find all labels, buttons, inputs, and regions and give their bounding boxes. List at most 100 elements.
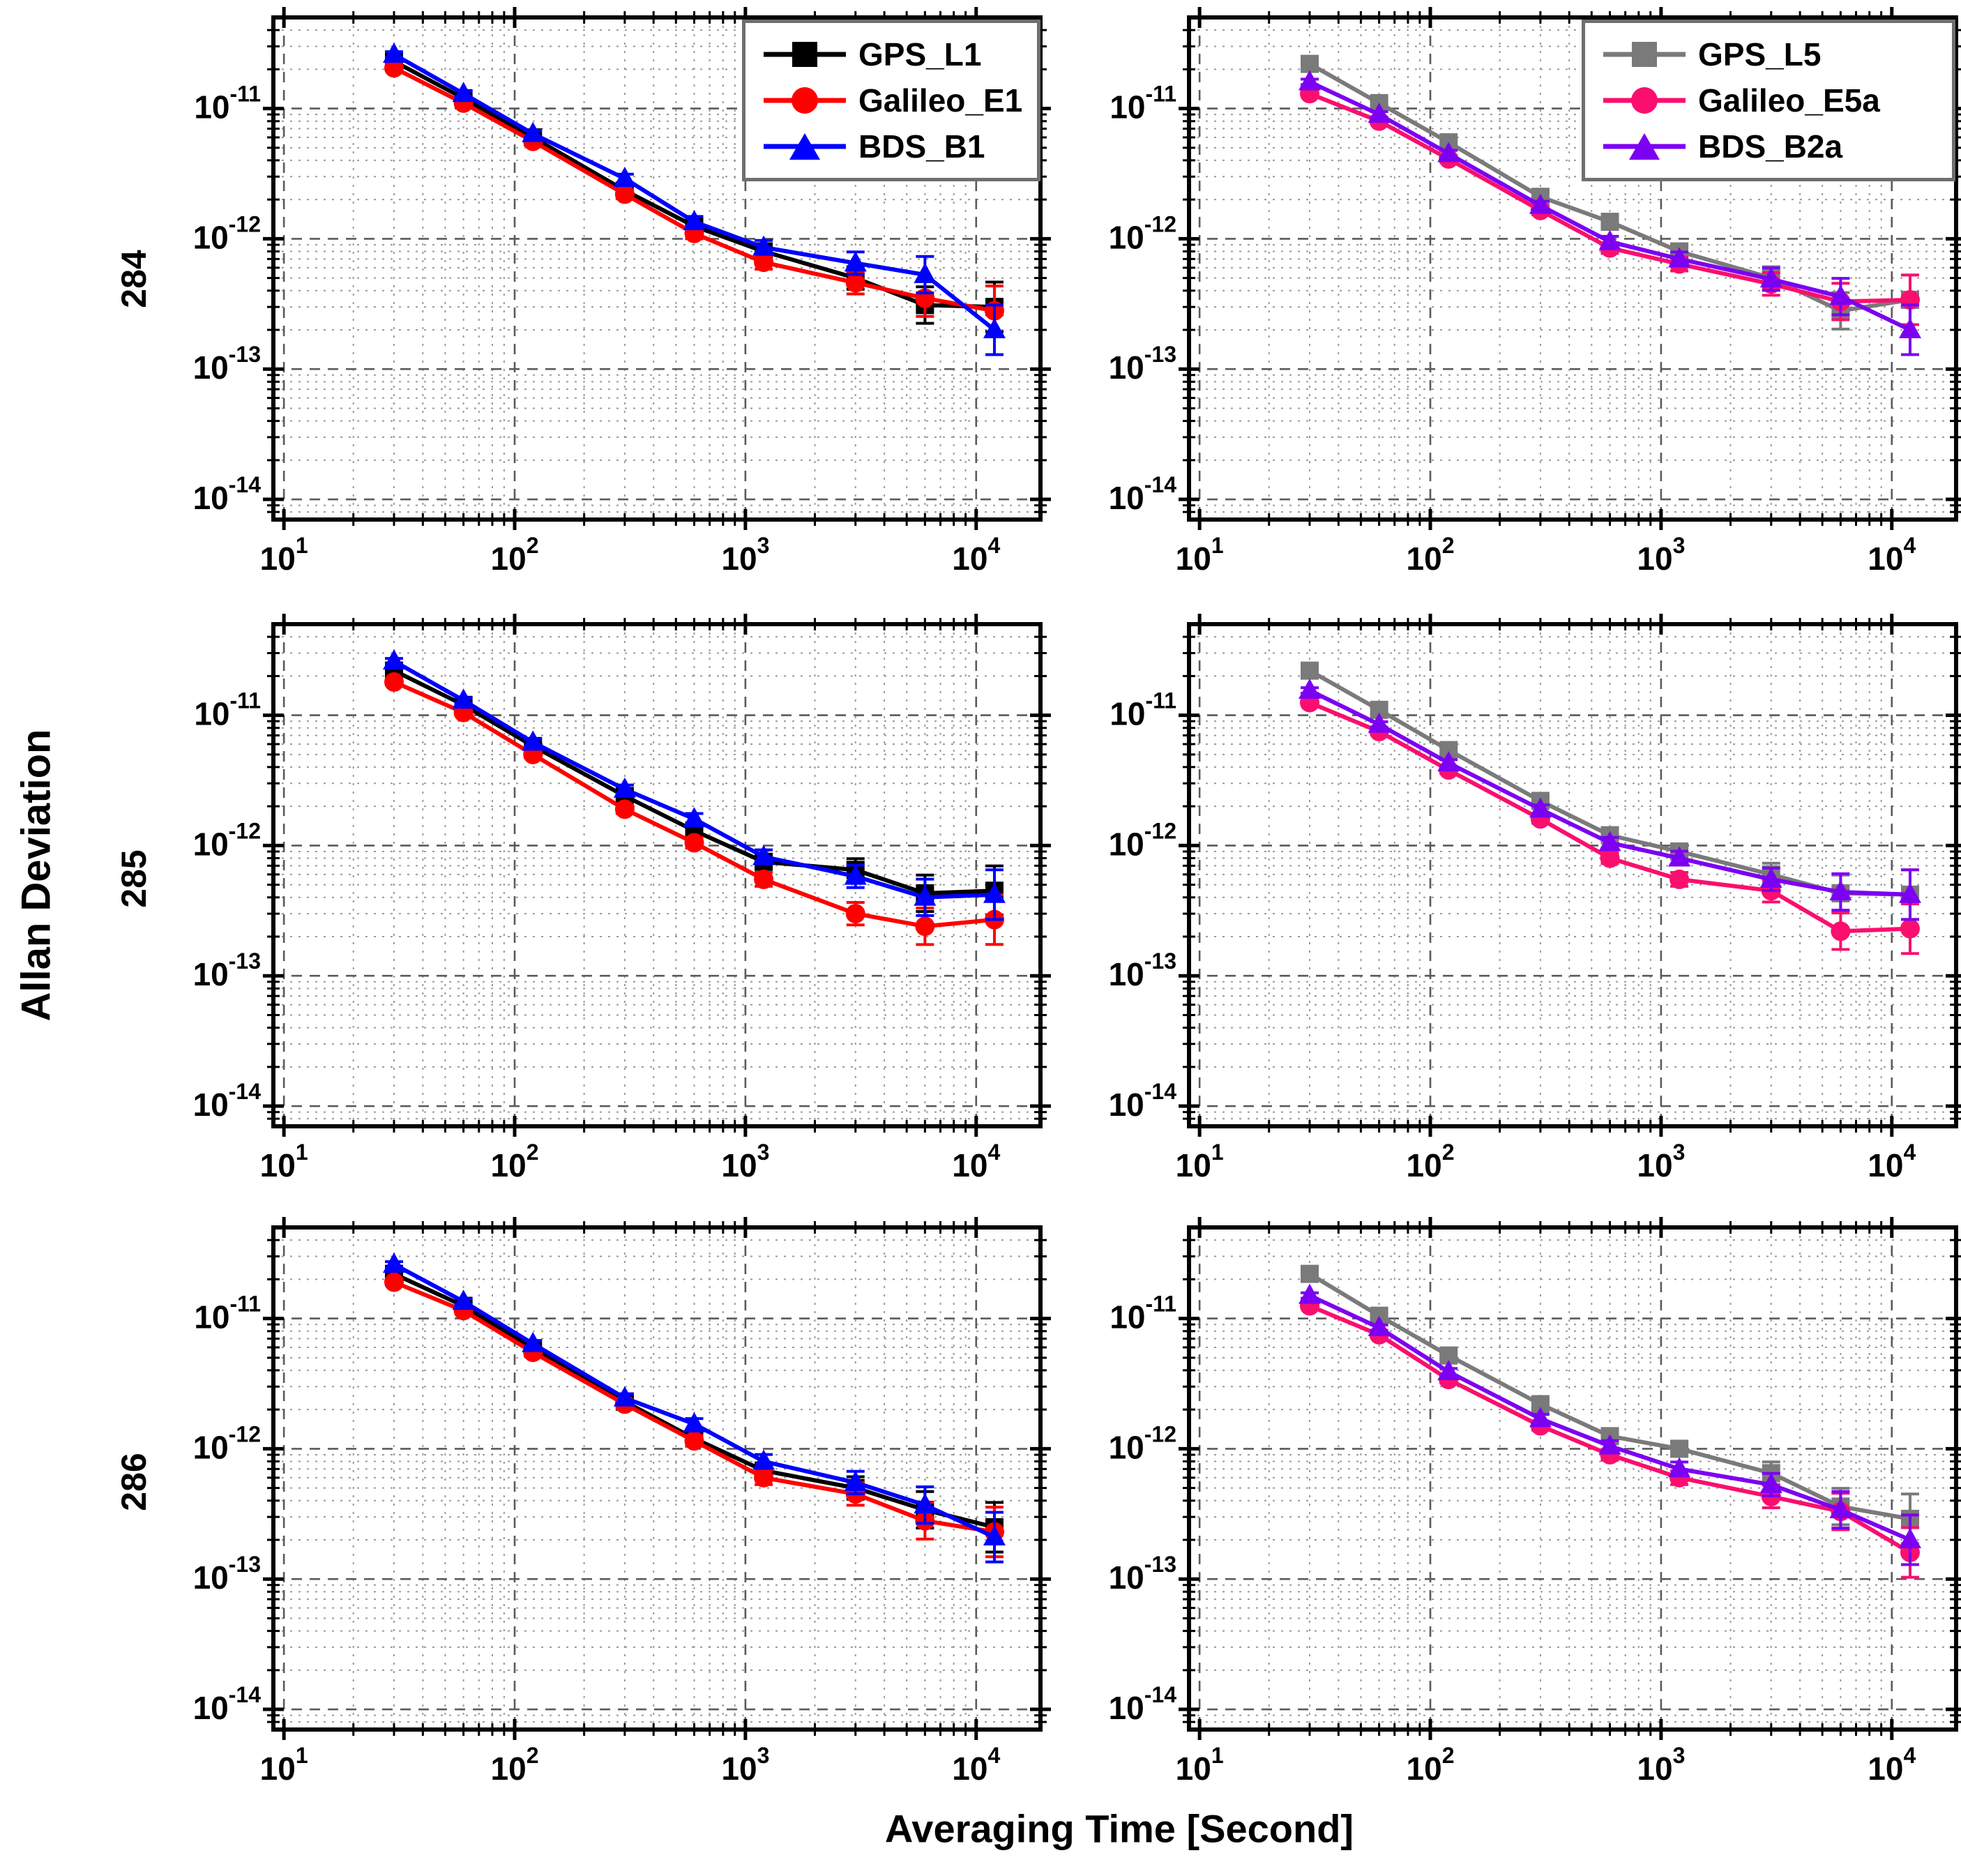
svg-text:103: 103 [1637,1743,1685,1787]
gps-l5-marker-icon [1603,35,1686,74]
series-BDS_B2a [1298,679,1921,921]
svg-text:102: 102 [491,533,539,577]
galileo-e5a-marker-icon [1603,81,1686,120]
legend-item-bds-b1: BDS_B1 [764,123,1024,169]
svg-text:10-13: 10-13 [193,948,261,992]
svg-text:103: 103 [721,1140,769,1183]
marker-circle [1900,918,1920,939]
marker-circle [754,869,774,889]
svg-text:101: 101 [1176,1743,1224,1787]
marker-triangle [383,43,406,63]
marker-triangle [914,885,937,906]
tick-labels: 101 102 103 104 10-14 10-13 10-12 10-11 [193,1292,1001,1787]
row-label-284: 284 [114,250,153,308]
marker-circle [1669,869,1690,889]
svg-text:10-11: 10-11 [1110,1292,1176,1336]
marker-triangle [983,317,1006,338]
ticks [263,1217,1051,1740]
svg-text:10-13: 10-13 [1109,948,1176,992]
legend-label: Galileo_E5a [1698,82,1880,119]
legend-right-column: GPS_L5 Galileo_E5a BDS_B2a [1582,20,1955,181]
marker-triangle [1668,1457,1691,1478]
marker-circle [754,1467,774,1488]
tick-labels: 101 102 103 104 10-14 10-13 10-12 10-11 [1109,688,1916,1183]
row-label-285: 285 [114,849,153,908]
marker-square [1600,213,1619,232]
marker-triangle [1298,70,1322,91]
svg-text:10-12: 10-12 [1109,211,1176,255]
marker-triangle [1298,1283,1322,1304]
grid [273,624,1040,1126]
ticks [263,614,1051,1137]
tick-labels: 101 102 103 104 10-14 10-13 10-12 10-11 [193,82,1001,577]
y-axis-title: Allan Deviation [13,729,59,1022]
legend-item-gps-l5: GPS_L5 [1603,31,1939,77]
svg-text:101: 101 [260,1743,308,1787]
svg-text:104: 104 [952,1140,1000,1183]
legend-label: GPS_L1 [858,36,982,73]
svg-text:10-11: 10-11 [1110,82,1176,126]
svg-text:102: 102 [491,1140,539,1183]
marker-circle [845,273,865,293]
gps-l1-marker-icon [764,35,846,74]
marker-square [1301,54,1319,73]
svg-text:10-12: 10-12 [193,818,261,862]
plot-286-left: 101 102 103 104 10-14 10-13 10-12 10-11 [193,1217,1051,1787]
svg-text:10-11: 10-11 [194,82,261,126]
tick-labels: 101 102 103 104 10-14 10-13 10-12 10-11 [1109,1292,1916,1787]
marker-triangle [683,210,706,231]
marker-triangle [1898,882,1921,903]
ticks [1179,614,1961,1137]
marker-triangle [383,649,406,670]
ticks [263,7,1051,530]
marker-triangle [1668,247,1691,268]
svg-text:101: 101 [1176,1140,1224,1183]
marker-triangle [522,121,545,142]
marker-triangle [844,1470,867,1491]
marker-triangle [1598,229,1621,250]
svg-text:10-13: 10-13 [193,1552,261,1596]
marker-circle [845,904,865,924]
marker-triangle [452,1289,475,1310]
svg-text:101: 101 [1176,533,1224,577]
svg-text:104: 104 [952,1743,1000,1787]
marker-square [1301,1264,1319,1283]
svg-text:10-12: 10-12 [193,211,261,255]
marker-circle [614,184,635,204]
svg-text:10-13: 10-13 [1109,1552,1176,1596]
series-BDS_B2a [1298,70,1921,356]
plot-286-right: 101 102 103 104 10-14 10-13 10-12 10-11 [1109,1217,1961,1787]
row-label-286: 286 [114,1453,153,1511]
legend-item-galileo-e5a: Galileo_E5a [1603,77,1939,123]
marker-square [1301,661,1319,680]
marker-triangle [752,1449,775,1470]
marker-triangle [683,807,706,828]
svg-text:102: 102 [491,1743,539,1787]
svg-text:10-11: 10-11 [194,1292,261,1336]
marker-triangle [1437,142,1460,162]
tick-labels: 101 102 103 104 10-14 10-13 10-12 10-11 [1109,82,1916,577]
legend-label: BDS_B1 [858,128,985,165]
marker-triangle [914,1493,937,1514]
marker-triangle [452,688,475,709]
ticks [1179,1217,1961,1740]
svg-text:10-11: 10-11 [1110,688,1176,732]
series-Galileo_E1 [384,672,1004,946]
marker-triangle [844,864,867,885]
marker-triangle [1598,1434,1621,1455]
marker-circle [754,252,774,273]
marker-triangle [683,1412,706,1432]
marker-circle [614,799,635,819]
marker-circle [384,58,404,78]
marker-triangle [1368,712,1391,733]
marker-square [1670,1439,1689,1458]
marker-triangle [383,1253,406,1273]
svg-text:10-12: 10-12 [1109,818,1176,862]
marker-circle [684,1431,704,1451]
marker-triangle [1529,193,1552,214]
marker-triangle [522,730,545,751]
marker-triangle [844,251,867,272]
marker-circle [384,1272,404,1292]
svg-text:104: 104 [1868,533,1916,577]
